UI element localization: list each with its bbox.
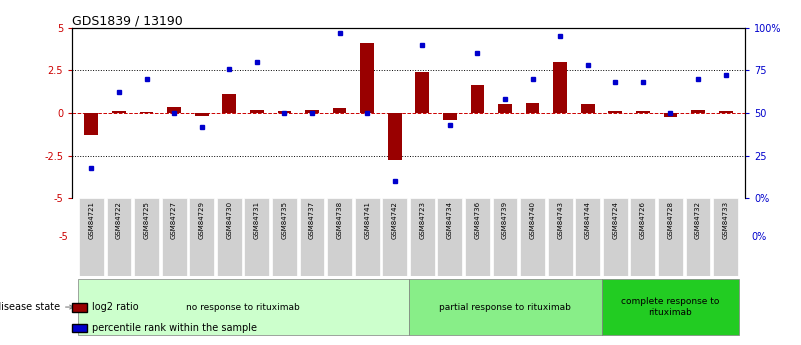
FancyBboxPatch shape <box>217 198 242 276</box>
FancyBboxPatch shape <box>713 198 738 276</box>
Bar <box>195 113 208 116</box>
Text: GSM84740: GSM84740 <box>529 201 536 239</box>
Bar <box>112 111 126 113</box>
FancyBboxPatch shape <box>493 198 517 276</box>
FancyBboxPatch shape <box>686 198 710 276</box>
FancyBboxPatch shape <box>409 279 602 335</box>
Text: GSM84724: GSM84724 <box>612 201 618 239</box>
Text: GSM84731: GSM84731 <box>254 201 260 239</box>
FancyBboxPatch shape <box>575 198 600 276</box>
Text: GSM84743: GSM84743 <box>557 201 563 239</box>
Text: partial response to rituximab: partial response to rituximab <box>439 303 571 312</box>
FancyBboxPatch shape <box>548 198 573 276</box>
Text: GSM84733: GSM84733 <box>723 201 729 239</box>
Bar <box>332 108 347 113</box>
Bar <box>277 111 292 113</box>
Bar <box>416 72 429 113</box>
Bar <box>250 110 264 113</box>
FancyBboxPatch shape <box>189 198 214 276</box>
Text: GSM84738: GSM84738 <box>336 201 343 239</box>
FancyBboxPatch shape <box>107 198 131 276</box>
Bar <box>360 43 374 113</box>
Text: GSM84744: GSM84744 <box>585 201 591 239</box>
Text: GSM84739: GSM84739 <box>502 201 508 239</box>
Text: GSM84732: GSM84732 <box>695 201 701 239</box>
FancyBboxPatch shape <box>520 198 545 276</box>
FancyBboxPatch shape <box>79 198 104 276</box>
Bar <box>139 112 154 113</box>
Bar <box>718 111 733 113</box>
FancyBboxPatch shape <box>355 198 380 276</box>
Text: disease state: disease state <box>0 302 74 312</box>
FancyBboxPatch shape <box>602 279 739 335</box>
Bar <box>525 103 540 113</box>
Text: GSM84737: GSM84737 <box>309 201 315 239</box>
Text: GSM84735: GSM84735 <box>281 201 288 239</box>
Bar <box>84 113 99 135</box>
Text: GSM84728: GSM84728 <box>667 201 674 239</box>
Text: log2 ratio: log2 ratio <box>92 302 139 312</box>
FancyBboxPatch shape <box>78 279 409 335</box>
FancyBboxPatch shape <box>437 198 462 276</box>
FancyBboxPatch shape <box>162 198 187 276</box>
Text: GSM84730: GSM84730 <box>226 201 232 239</box>
Text: percentile rank within the sample: percentile rank within the sample <box>92 323 257 333</box>
FancyBboxPatch shape <box>327 198 352 276</box>
FancyBboxPatch shape <box>134 198 159 276</box>
FancyBboxPatch shape <box>382 198 407 276</box>
Text: GSM84729: GSM84729 <box>199 201 205 239</box>
Bar <box>388 113 401 160</box>
Text: GSM84726: GSM84726 <box>640 201 646 239</box>
FancyBboxPatch shape <box>272 198 297 276</box>
Text: GSM84736: GSM84736 <box>474 201 481 239</box>
Text: GSM84721: GSM84721 <box>88 201 95 239</box>
Bar <box>470 85 485 113</box>
Text: GSM84741: GSM84741 <box>364 201 370 239</box>
Bar <box>691 110 705 113</box>
Text: GSM84725: GSM84725 <box>143 201 150 239</box>
Text: GSM84727: GSM84727 <box>171 201 177 239</box>
Text: GSM84742: GSM84742 <box>392 201 398 239</box>
Bar <box>223 94 236 113</box>
Bar <box>609 111 622 113</box>
Bar <box>663 113 678 117</box>
Text: -5: -5 <box>59 232 69 242</box>
Text: GSM84722: GSM84722 <box>116 201 122 239</box>
FancyBboxPatch shape <box>410 198 435 276</box>
Text: GSM84723: GSM84723 <box>419 201 425 239</box>
Bar <box>636 111 650 113</box>
FancyBboxPatch shape <box>630 198 655 276</box>
FancyBboxPatch shape <box>603 198 628 276</box>
Text: GDS1839 / 13190: GDS1839 / 13190 <box>72 14 183 28</box>
Bar <box>498 105 512 113</box>
Bar <box>553 62 567 113</box>
FancyBboxPatch shape <box>300 198 324 276</box>
Text: 0%: 0% <box>751 232 767 242</box>
Bar <box>581 105 594 113</box>
Text: no response to rituximab: no response to rituximab <box>186 303 300 312</box>
Text: GSM84734: GSM84734 <box>447 201 453 239</box>
FancyBboxPatch shape <box>658 198 683 276</box>
Text: complete response to
rituximab: complete response to rituximab <box>622 297 719 317</box>
Bar <box>443 113 457 120</box>
FancyBboxPatch shape <box>244 198 269 276</box>
Bar <box>167 107 181 113</box>
FancyBboxPatch shape <box>465 198 490 276</box>
Bar <box>305 110 319 113</box>
